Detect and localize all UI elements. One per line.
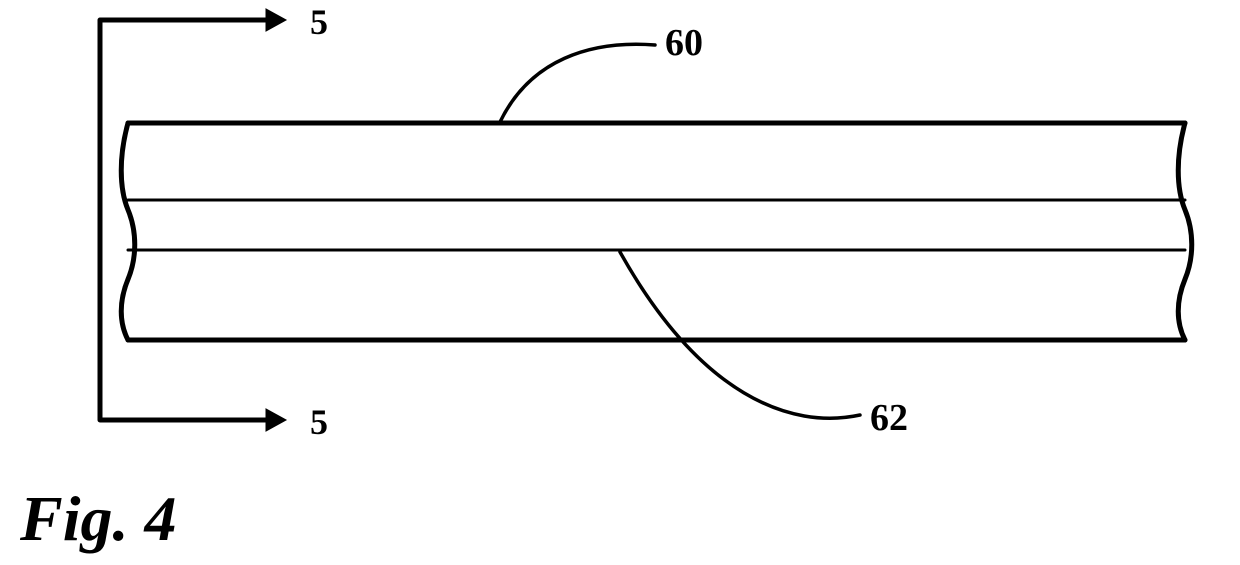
section-label-bot: 5: [310, 402, 328, 442]
section-label-top: 5: [310, 2, 328, 42]
ref-label-62: 62: [870, 397, 908, 439]
leader-62: 62: [620, 252, 908, 439]
leader-60: 60: [500, 22, 703, 122]
figure-svg: 5 5 60 62 Fig. 4: [0, 0, 1240, 565]
ref-label-60: 60: [665, 22, 703, 64]
figure-caption: Fig. 4: [19, 483, 176, 554]
leader-62-curve: [620, 252, 860, 418]
section-arrow-bot: [266, 409, 286, 431]
rod-right-break: [1178, 123, 1192, 340]
section-arrow-top: [266, 9, 286, 31]
section-bracket: [100, 20, 280, 420]
leader-60-curve: [500, 44, 655, 122]
rod-left-break: [121, 123, 135, 340]
